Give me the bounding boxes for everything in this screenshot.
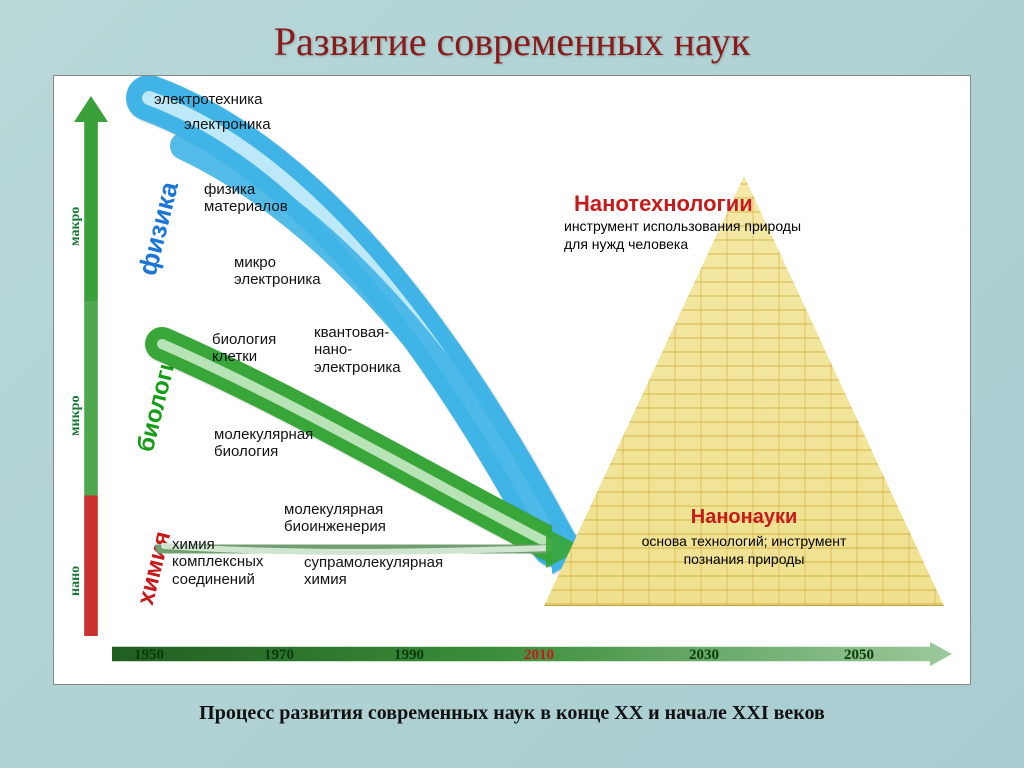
discipline-chemistry: химия — [132, 529, 177, 608]
lbl-elektrotekhnika: электротехника — [154, 91, 263, 108]
y-axis-arrow — [74, 96, 108, 636]
nanoscience-title: Нанонауки — [604, 506, 884, 529]
y-label-macro: макро — [68, 207, 84, 246]
x-tick-1950: 1950 — [134, 647, 164, 664]
nanotech-subtitle: инструмент использования природы для нуж… — [564, 218, 959, 253]
lbl-molek-bioing: молекулярная биоинженерия — [284, 501, 386, 536]
lbl-mikroelektronika: микро электроника — [234, 254, 321, 289]
nanoscience-subtitle: основа технологий; инструмент познания п… — [594, 533, 894, 568]
y-label-nano: нано — [68, 566, 84, 596]
x-tick-1970: 1970 — [264, 647, 294, 664]
figure-caption: Процесс развития современных наук в конц… — [0, 702, 1024, 725]
discipline-biology: биология — [132, 339, 186, 454]
x-tick-2050: 2050 — [844, 647, 874, 664]
x-tick-2030: 2030 — [689, 647, 719, 664]
y-label-micro: микро — [68, 396, 84, 436]
lbl-khimiya-kompleks: химия комплексных соединений — [172, 536, 263, 588]
x-tick-1990: 1990 — [394, 647, 424, 664]
lbl-elektronika: электроника — [184, 116, 271, 133]
x-tick-2010: 2010 — [524, 647, 554, 664]
lbl-biologiya-kletki: биология клетки — [212, 331, 276, 366]
lbl-supramolek: супрамолекулярная химия — [304, 554, 443, 589]
discipline-physics: физика — [132, 179, 185, 279]
lbl-molek-biologiya: молекулярная биология — [214, 426, 313, 461]
page-title: Развитие современных наук — [0, 0, 1024, 75]
nanotech-title: Нанотехнологии — [574, 191, 954, 217]
diagram-frame: нано микро макро физика биология химия э… — [53, 75, 971, 685]
lbl-kvantovaya-nano: квантовая- нано- электроника — [314, 324, 401, 376]
lbl-fizika-materialov: физика материалов — [204, 181, 288, 216]
